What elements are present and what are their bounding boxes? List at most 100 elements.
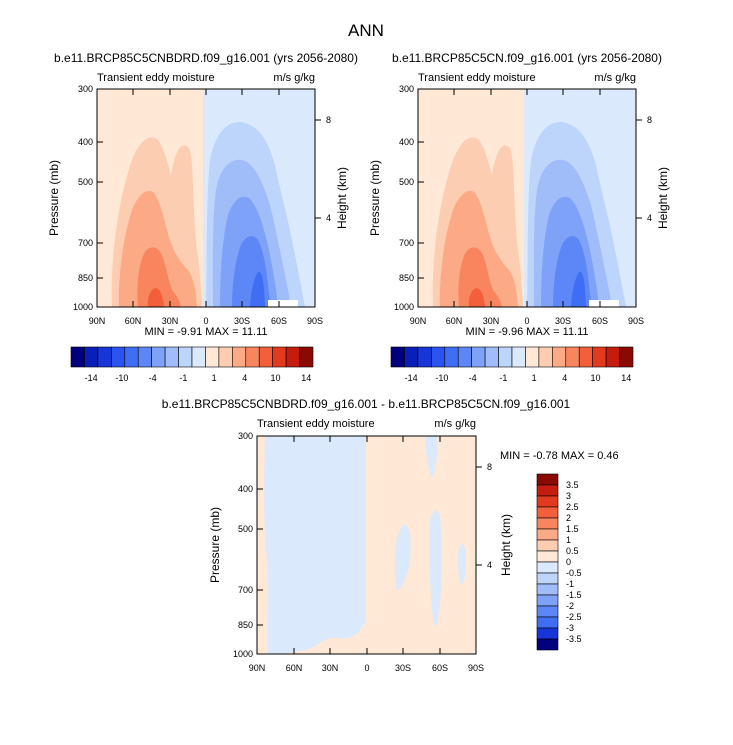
y-tick-label: 700 [78,238,93,248]
y-right-tick-label: 4 [487,560,492,570]
contour-negative-patch [458,544,466,585]
y-tick-label: 700 [238,585,253,595]
x-tick-label: 60S [592,316,608,326]
x-tick-label: 30S [555,316,571,326]
y-tick-label: 700 [399,238,414,248]
colorbar-label: 14 [621,373,631,383]
colorbar-label: -1 [179,373,187,383]
colorbar-label: 10 [271,373,281,383]
y-right-tick-label: 8 [487,462,492,472]
y-right-tick-label: 8 [647,115,652,125]
contour-nh-max [468,288,485,307]
colorbar-right: -14 -10 -4 -1 1 4 10 14 [390,346,634,383]
colorbar-label: -1.5 [566,590,582,600]
colorbar-swatch [178,346,193,368]
colorbar-swatch [592,346,607,368]
y-axis-label: Pressure (mb) [47,160,61,236]
colorbar-label: 0.5 [566,546,579,556]
panel-difference-stats: MIN = -0.78 MAX = 0.46 [500,450,619,462]
colorbar-left: -14 -10 -4 -1 1 4 10 14 [70,346,314,383]
colorbar-label: -14 [85,373,98,383]
panel-right-ticks [417,88,642,308]
y-tick-label: 850 [399,273,414,283]
x-tick-label: 60S [271,316,287,326]
panel-left-stats: MIN = -9.91 MAX = 11.11 [144,326,267,338]
colorbar-swatch [536,594,559,607]
colorbar-swatch [536,550,559,563]
contour-nh-max [147,288,164,307]
colorbar-swatch [84,346,99,368]
x-tick-label: 90S [468,663,484,673]
panel-left-contours [97,89,315,307]
contour-nh-stronger [137,247,181,307]
y-right-axis-label: Height (km) [499,514,513,576]
colorbar-label: -14 [405,373,418,383]
colorbar-label: -4 [469,373,477,383]
contour-missing-strip [268,300,298,307]
colorbar-swatch [457,346,472,368]
panel-right-title: b.e11.BRCP85C5CN.f09_g16.001 (yrs 2056-2… [392,51,662,65]
panel-right-contours [418,89,636,307]
colorbar-swatch [525,346,540,368]
colorbar-label: 1 [212,373,217,383]
x-tick-label: 30N [162,316,179,326]
y-tick-label: 300 [78,84,93,94]
panel-difference-contours [257,436,476,654]
colorbar-swatch [536,539,559,552]
colorbar-swatch [70,346,85,368]
colorbar-swatch [137,346,152,368]
colorbar-swatch [619,346,634,368]
colorbar-swatch [299,346,314,368]
x-tick-label: 90S [628,316,644,326]
contour-negative-patch [429,510,442,626]
y-tick-label: 400 [78,137,93,147]
colorbar-swatch [536,572,559,585]
colorbar-swatch [536,605,559,618]
colorbar-swatch [536,484,559,497]
contour-sh-core [250,271,265,307]
panel-right-left-subtitle: Transient eddy moisture [418,72,536,84]
colorbar-swatch [245,346,260,368]
colorbar-swatch [536,638,559,651]
panel-right-stats: MIN = -9.96 MAX = 11.11 [465,326,588,338]
colorbar-swatch [536,616,559,629]
colorbar-difference: 3.532.521.510.50-0.5-1-1.5-2-2.5-3-3.5 [536,473,582,651]
colorbar-label: -4 [149,373,157,383]
x-tick-label: 30N [322,663,339,673]
x-tick-label: 90N [249,663,266,673]
colorbar-swatch [536,517,559,530]
x-tick-label: 60N [125,316,142,326]
panel-left-right-subtitle: m/s g/kg [273,72,315,84]
colorbar-label: 2.5 [566,502,579,512]
panel-left-left-subtitle: Transient eddy moisture [97,72,215,84]
panel-left: b.e11.BRCP85C5CNBDRD.f09_g16.001 (yrs 20… [47,51,358,338]
x-tick-label: 60N [446,316,463,326]
x-tick-label: 60S [432,663,448,673]
colorbar-swatch [218,346,233,368]
colorbar-swatch [536,495,559,508]
panel-difference: b.e11.BRCP85C5CNBDRD.f09_g16.001 - b.e11… [162,397,619,673]
colorbar-swatch [511,346,526,368]
colorbar-label: 2 [566,513,571,523]
x-tick-label: 30S [395,663,411,673]
x-tick-label: 90S [307,316,323,326]
y-tick-label: 500 [238,524,253,534]
y-right-tick-label: 8 [326,115,331,125]
contour-nh-stronger [458,247,502,307]
colorbar-label: 3 [566,491,571,501]
y-tick-label: 500 [399,177,414,187]
x-tick-label: 90N [89,316,106,326]
y-tick-label: 1000 [394,302,414,312]
colorbar-swatch [191,346,206,368]
colorbar-label: 1 [566,535,571,545]
colorbar-label: -0.5 [566,568,582,578]
colorbar-label: -1 [566,579,574,589]
colorbar-label: -2 [566,601,574,611]
colorbar-swatch [578,346,593,368]
colorbar-swatch [498,346,513,368]
panel-difference-ticks [256,435,482,655]
colorbar-label: 4 [562,373,567,383]
colorbar-swatch [536,627,559,640]
y-tick-label: 1000 [73,302,93,312]
colorbar-label: 1 [532,373,537,383]
